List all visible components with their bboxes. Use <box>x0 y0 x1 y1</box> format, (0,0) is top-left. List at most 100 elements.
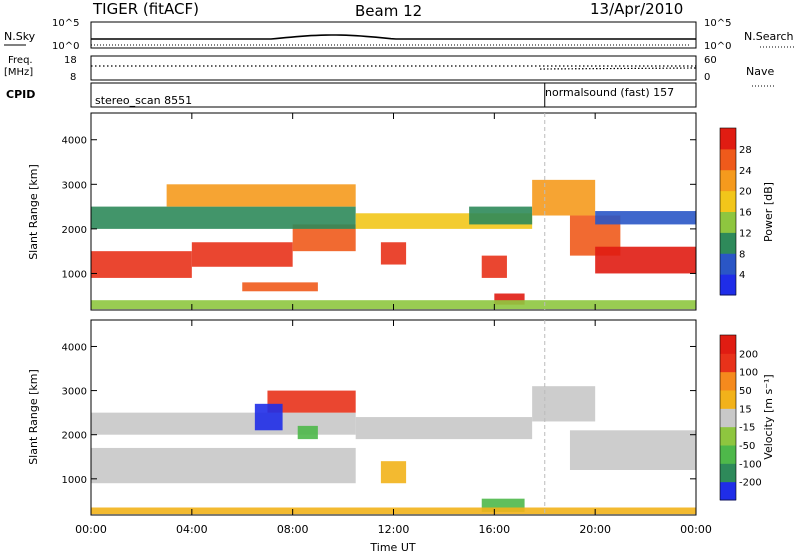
beam-label: Beam 12 <box>355 2 422 20</box>
velocity-colorbar-swatch-7 <box>720 353 736 373</box>
nave-tick-bottom: 0 <box>704 72 710 83</box>
nsky-strip-frame <box>90 21 697 49</box>
velocity-band-6 <box>254 403 283 431</box>
velocity-colorbar-swatch-2 <box>720 445 736 464</box>
velocity-colorbar-tick-3: 15 <box>739 404 752 415</box>
power-band-9 <box>595 246 696 274</box>
freq-label: Freq. <box>8 55 33 66</box>
nsearch-tick-top: 10^5 <box>704 18 731 29</box>
nsky-tick-top: 10^5 <box>52 18 79 29</box>
nsearch-tick-bottom: 10^0 <box>704 41 731 52</box>
velocity-colorbar-tick-4: -15 <box>739 423 755 434</box>
power-band-13 <box>242 282 318 292</box>
power-colorbar-swatch-0 <box>720 274 736 296</box>
cpid-strip-frame <box>90 82 697 108</box>
power-band-11 <box>380 242 407 265</box>
cpid-label: CPID <box>6 88 35 101</box>
velocity-colorbar-tick-5: -50 <box>739 441 755 452</box>
power-band-0 <box>91 251 192 278</box>
power-colorbar-swatch-2 <box>720 232 736 254</box>
power-band-10 <box>595 211 696 225</box>
nsky-trace <box>91 34 696 40</box>
velocity-colorbar-swatch-0 <box>720 481 736 501</box>
power-colorbar-tick-6: 28 <box>739 145 752 156</box>
power-y-ticks: 1000 2000 3000 4000 <box>62 136 696 280</box>
date-label: 13/Apr/2010 <box>590 0 683 18</box>
power-colorbar-label: Power [dB] <box>762 182 775 242</box>
power-band-1 <box>191 242 293 267</box>
power-ytick-label-0: 1000 <box>62 269 87 280</box>
velocity-colorbar-swatch-3 <box>720 426 736 446</box>
power-colorbar-tick-3: 16 <box>739 208 752 219</box>
velocity-ytick-label-3: 4000 <box>62 342 87 353</box>
power-colorbar-tick-4: 20 <box>739 187 752 198</box>
nsky-tick-bottom: 10^0 <box>52 41 79 52</box>
velocity-ytick-label-0: 1000 <box>62 475 87 486</box>
xtick-label-3: 12:00 <box>378 523 410 536</box>
xtick-label-0: 00:00 <box>75 523 107 536</box>
nave-tick-top: 60 <box>704 55 717 66</box>
xtick-label-6: 00:00 <box>680 523 712 536</box>
velocity-colorbar-label: Velocity [m s⁻¹] <box>762 374 775 459</box>
velocity-colorbar-frame <box>719 334 737 501</box>
nave-label: Nave <box>746 65 774 78</box>
power-ylabel: Slant Range [km] <box>27 164 40 260</box>
velocity-colorbar: 200 100 50 15 -15 -50 -100 -200 <box>719 334 762 501</box>
power-colorbar-tick-0: 4 <box>739 270 745 281</box>
xtick-label-5: 20:00 <box>579 523 611 536</box>
cpid-segment-normalsound: normalsound (fast) 157 <box>545 86 674 99</box>
x-axis-ticks: 00:00 04:00 08:00 12:00 16:00 20:00 00:00 <box>75 113 712 536</box>
velocity-colorbar-tick-6: -100 <box>739 459 762 470</box>
power-ytick-label-1: 2000 <box>62 225 87 236</box>
power-colorbar-swatch-6 <box>720 148 736 171</box>
power-colorbar: 4 8 12 16 20 24 28 <box>719 127 752 296</box>
xtick-label-1: 04:00 <box>176 523 208 536</box>
velocity-band-1 <box>91 412 356 435</box>
velocity-band-7 <box>297 425 318 440</box>
cpid-segment-stereo: stereo_scan 8551 <box>95 94 192 107</box>
plot-title: TIGER (fitACF) <box>92 0 199 18</box>
velocity-colorbar-tick-0: 200 <box>739 349 758 360</box>
velocity-ylabel: Slant Range [km] <box>27 369 40 465</box>
freq-tick-top: 18 <box>64 55 77 66</box>
power-colorbar-swatch-1 <box>720 253 736 275</box>
velocity-band-2 <box>355 417 533 440</box>
velocity-ytick-label-1: 2000 <box>62 431 87 442</box>
velocity-colorbar-swatch-5 <box>720 390 736 409</box>
power-band-4 <box>166 184 356 207</box>
power-colorbar-swatch-3 <box>720 211 736 233</box>
velocity-colorbar-tick-2: 50 <box>739 386 752 397</box>
power-colorbar-frame <box>719 127 737 296</box>
power-colorbar-tick-2: 12 <box>739 228 752 239</box>
nsky-label: N.Sky <box>4 30 36 43</box>
power-band-12 <box>481 255 507 278</box>
velocity-ytick-label-2: 3000 <box>62 387 87 398</box>
velocity-colorbar-tick-1: 100 <box>739 368 758 379</box>
velocity-colorbar-swatch-4 <box>720 408 736 428</box>
power-colorbar-swatch-5 <box>720 169 736 192</box>
power-ytick-label-2: 3000 <box>62 180 87 191</box>
freq-tick-bottom: 8 <box>70 72 76 83</box>
power-band-14 <box>494 293 525 305</box>
nsearch-label: N.Search <box>744 30 794 43</box>
x-axis-label: Time UT <box>369 541 415 554</box>
velocity-y-ticks: 1000 2000 3000 4000 <box>62 342 696 486</box>
power-colorbar-tick-1: 8 <box>739 249 745 260</box>
freq-strip-frame <box>90 55 697 81</box>
velocity-band-3 <box>532 386 596 422</box>
velocity-colorbar-swatch-8 <box>720 335 736 354</box>
power-panel: 1000 2000 3000 4000 Slant Range [km] <box>27 112 697 311</box>
power-band-6 <box>469 206 533 225</box>
velocity-band-0 <box>91 447 356 484</box>
power-colorbar-tick-5: 24 <box>739 166 752 177</box>
power-colorbar-swatch-4 <box>720 190 736 212</box>
power-band-7 <box>532 179 596 216</box>
velocity-colorbar-swatch-6 <box>720 371 736 391</box>
xtick-label-4: 16:00 <box>478 523 510 536</box>
velocity-colorbar-tick-7: -200 <box>739 478 762 489</box>
velocity-colorbar-swatch-1 <box>720 463 736 483</box>
power-colorbar-swatch-7 <box>720 128 736 150</box>
nave-trace <box>539 67 697 70</box>
xtick-label-2: 08:00 <box>277 523 309 536</box>
